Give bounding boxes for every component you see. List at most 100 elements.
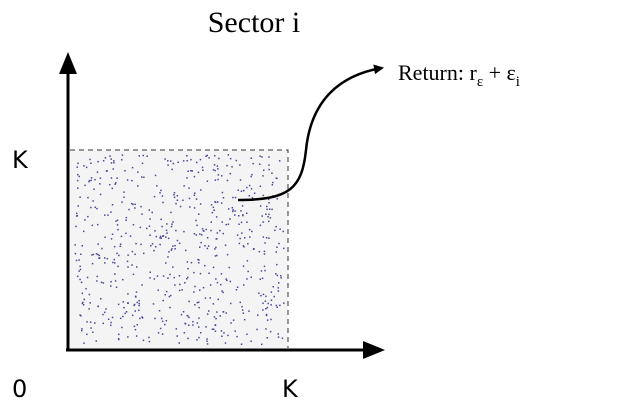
dot bbox=[131, 264, 133, 266]
dot bbox=[193, 271, 195, 274]
dot bbox=[193, 233, 196, 235]
dot bbox=[242, 214, 244, 216]
dot bbox=[215, 216, 218, 218]
dot bbox=[95, 253, 98, 255]
dot bbox=[188, 187, 190, 189]
dot bbox=[173, 192, 176, 194]
dot bbox=[98, 257, 100, 259]
dot bbox=[262, 221, 264, 223]
dot bbox=[265, 328, 267, 330]
dot bbox=[240, 190, 243, 192]
dot bbox=[261, 215, 263, 217]
dot bbox=[77, 275, 79, 278]
dot bbox=[216, 165, 219, 167]
dot bbox=[142, 154, 144, 157]
dot bbox=[249, 236, 251, 238]
dot bbox=[220, 202, 223, 204]
dot bbox=[116, 177, 118, 179]
dot bbox=[268, 220, 270, 223]
dot bbox=[236, 335, 238, 338]
dot bbox=[202, 229, 205, 232]
dot bbox=[214, 255, 217, 257]
dot bbox=[236, 234, 239, 236]
region bbox=[70, 150, 288, 348]
dot bbox=[176, 239, 179, 242]
dot bbox=[276, 246, 278, 248]
dot bbox=[97, 243, 99, 245]
dot bbox=[104, 236, 106, 238]
dot bbox=[201, 228, 204, 230]
dot bbox=[269, 217, 272, 219]
dot bbox=[259, 155, 261, 157]
dot bbox=[117, 265, 119, 268]
dot bbox=[227, 154, 230, 156]
dot bbox=[209, 284, 212, 286]
dot bbox=[152, 303, 155, 305]
dot bbox=[216, 311, 218, 313]
dot bbox=[80, 281, 83, 284]
dot bbox=[159, 235, 162, 238]
dot bbox=[139, 317, 141, 320]
dot bbox=[199, 272, 202, 275]
dot bbox=[191, 170, 193, 172]
dot bbox=[221, 175, 223, 177]
dot bbox=[98, 254, 100, 257]
dot bbox=[243, 318, 246, 321]
region-border bbox=[70, 149, 289, 348]
dot bbox=[127, 293, 129, 295]
dot bbox=[259, 205, 262, 207]
dot bbox=[216, 232, 219, 234]
dot bbox=[184, 323, 187, 325]
dot bbox=[81, 292, 84, 295]
dot bbox=[151, 211, 153, 214]
dot bbox=[240, 210, 242, 212]
dot bbox=[282, 230, 284, 233]
dot bbox=[246, 333, 248, 335]
dot bbox=[176, 199, 179, 201]
dot bbox=[190, 261, 193, 264]
dot bbox=[188, 316, 190, 319]
dot bbox=[239, 179, 242, 181]
dot bbox=[193, 207, 196, 209]
dot bbox=[123, 306, 125, 309]
dot bbox=[208, 272, 210, 274]
return-middle: + ε bbox=[483, 60, 516, 85]
dot bbox=[124, 312, 126, 315]
dot bbox=[198, 326, 200, 328]
dot bbox=[199, 246, 201, 248]
dot bbox=[182, 199, 184, 201]
dot bbox=[259, 185, 262, 187]
dot bbox=[94, 178, 96, 181]
dot bbox=[234, 214, 236, 216]
dot bbox=[102, 282, 105, 284]
dot bbox=[181, 289, 183, 291]
dot bbox=[137, 171, 139, 173]
dot bbox=[146, 155, 148, 157]
dot bbox=[90, 162, 92, 164]
dot bbox=[179, 283, 181, 286]
dot bbox=[161, 195, 164, 197]
dot bbox=[178, 242, 181, 245]
dot bbox=[131, 250, 134, 253]
dot bbox=[76, 214, 79, 217]
dot bbox=[281, 337, 284, 339]
dot bbox=[111, 204, 114, 206]
dot bbox=[261, 343, 263, 346]
dot bbox=[166, 232, 168, 234]
dot bbox=[196, 339, 198, 341]
dot bbox=[224, 244, 227, 246]
dot bbox=[169, 306, 171, 309]
dot bbox=[206, 180, 209, 182]
dot bbox=[131, 314, 134, 317]
dot bbox=[113, 258, 115, 261]
dot bbox=[264, 300, 267, 302]
dot bbox=[269, 330, 272, 333]
dot bbox=[119, 243, 122, 245]
dot bbox=[164, 158, 166, 160]
dot bbox=[243, 189, 245, 192]
dot bbox=[258, 250, 261, 253]
dot bbox=[215, 317, 217, 320]
dot bbox=[186, 261, 189, 263]
dot bbox=[215, 238, 217, 240]
dot bbox=[216, 254, 218, 257]
